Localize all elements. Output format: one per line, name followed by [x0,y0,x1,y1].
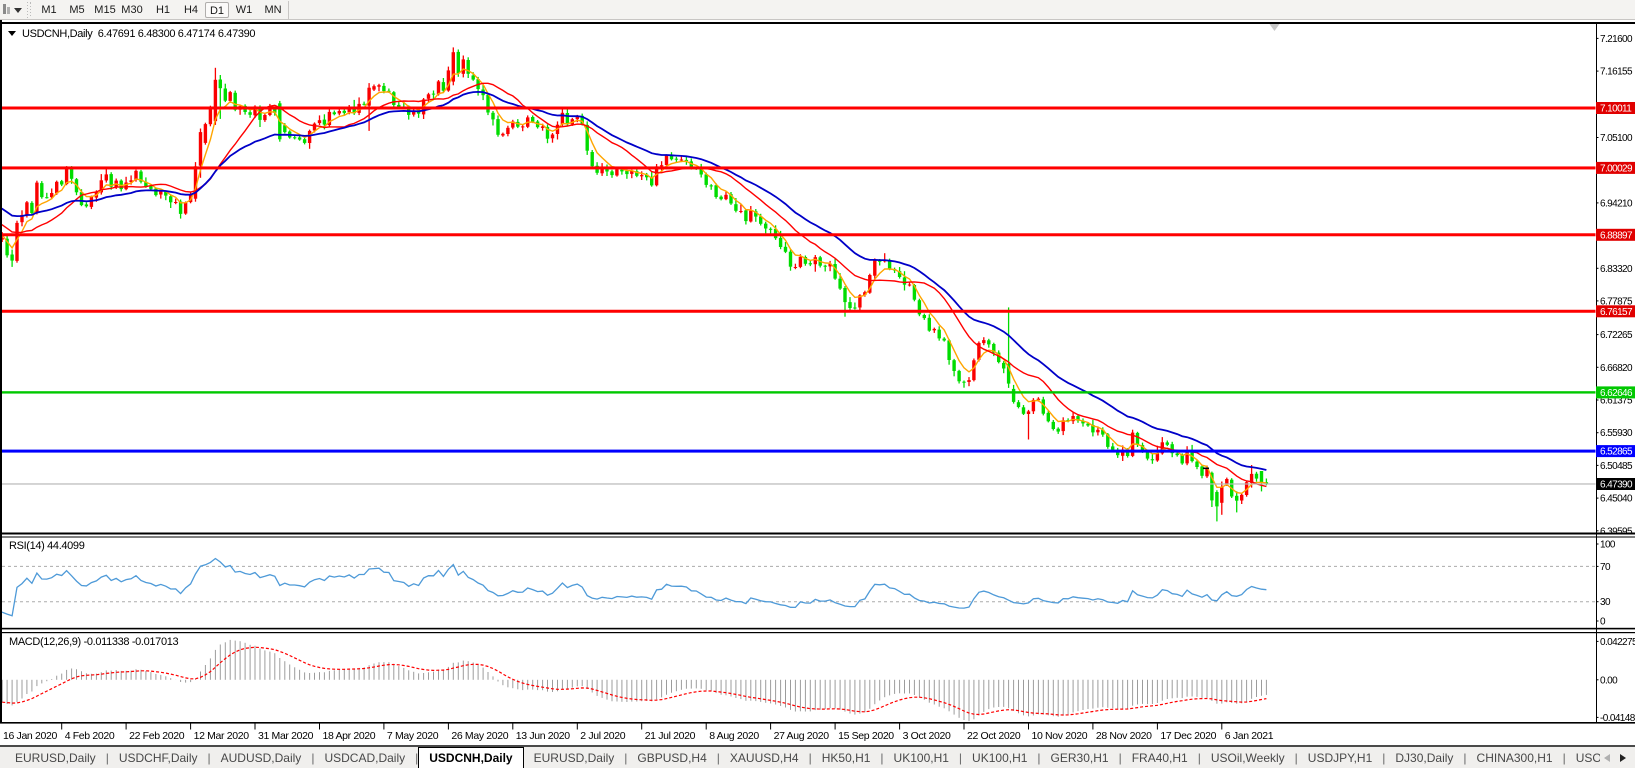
svg-text:6.52865: 6.52865 [1600,447,1633,458]
svg-text:21 Jul 2020: 21 Jul 2020 [645,730,696,742]
svg-text:6.83320: 6.83320 [1600,264,1633,275]
svg-text:0.00: 0.00 [1600,675,1618,686]
svg-text:2 Jul 2020: 2 Jul 2020 [580,730,625,742]
svg-text:28 Nov 2020: 28 Nov 2020 [1096,730,1152,742]
svg-text:27 Aug 2020: 27 Aug 2020 [774,730,830,742]
svg-text:6 Jan 2021: 6 Jan 2021 [1225,730,1274,742]
svg-text:6.55930: 6.55930 [1600,428,1633,439]
svg-text:7.00029: 7.00029 [1600,163,1633,174]
svg-text:22 Oct 2020: 22 Oct 2020 [967,730,1021,742]
svg-text:0.042275: 0.042275 [1600,637,1635,648]
svg-text:6.88897: 6.88897 [1600,230,1633,241]
svg-text:31 Mar 2020: 31 Mar 2020 [258,730,314,742]
svg-text:6.45040: 6.45040 [1600,494,1633,505]
svg-text:3 Oct 2020: 3 Oct 2020 [903,730,951,742]
svg-text:30: 30 [1600,597,1611,608]
svg-text:22 Feb 2020: 22 Feb 2020 [129,730,185,742]
svg-text:18 Apr 2020: 18 Apr 2020 [323,730,376,742]
svg-text:RSI(14) 44.4099: RSI(14) 44.4099 [9,540,85,552]
svg-text:10 Nov 2020: 10 Nov 2020 [1032,730,1088,742]
svg-text:6.77875: 6.77875 [1600,296,1633,307]
svg-text:7.21600: 7.21600 [1600,34,1633,45]
svg-text:7 May 2020: 7 May 2020 [387,730,439,742]
svg-text:13 Jun 2020: 13 Jun 2020 [516,730,570,742]
svg-text:26 May 2020: 26 May 2020 [451,730,508,742]
svg-text:7.10011: 7.10011 [1600,104,1632,115]
svg-text:12 Mar 2020: 12 Mar 2020 [194,730,250,742]
svg-text:6.50485: 6.50485 [1600,461,1633,472]
svg-text:7.05100: 7.05100 [1600,133,1633,144]
svg-text:4 Feb 2020: 4 Feb 2020 [65,730,115,742]
svg-text:6.94210: 6.94210 [1600,198,1633,209]
svg-text:-0.04148: -0.04148 [1600,713,1635,724]
svg-text:6.76157: 6.76157 [1600,307,1633,318]
svg-text:100: 100 [1600,540,1616,551]
svg-text:17 Dec 2020: 17 Dec 2020 [1160,730,1216,742]
svg-text:6.72265: 6.72265 [1600,330,1633,341]
svg-text:6.66820: 6.66820 [1600,363,1633,374]
svg-text:6.62646: 6.62646 [1600,388,1633,399]
svg-text:6.47390: 6.47390 [1600,480,1633,491]
svg-text:6.61375: 6.61375 [1600,396,1633,407]
svg-text:7.16155: 7.16155 [1600,67,1633,78]
svg-text:USDCNH,Daily 6.47691 6.48300: USDCNH,Daily 6.47691 6.48300 6.47174 6.4… [22,28,255,40]
svg-text:16 Jan 2020: 16 Jan 2020 [3,730,57,742]
svg-text:0: 0 [1600,617,1606,628]
svg-text:MACD(12,26,9) -0.011338 -0.017: MACD(12,26,9) -0.011338 -0.017013 [9,636,178,648]
svg-text:8 Aug 2020: 8 Aug 2020 [709,730,759,742]
svg-text:70: 70 [1600,562,1611,573]
svg-text:6.39595: 6.39595 [1600,526,1633,537]
svg-text:15 Sep 2020: 15 Sep 2020 [838,730,894,742]
